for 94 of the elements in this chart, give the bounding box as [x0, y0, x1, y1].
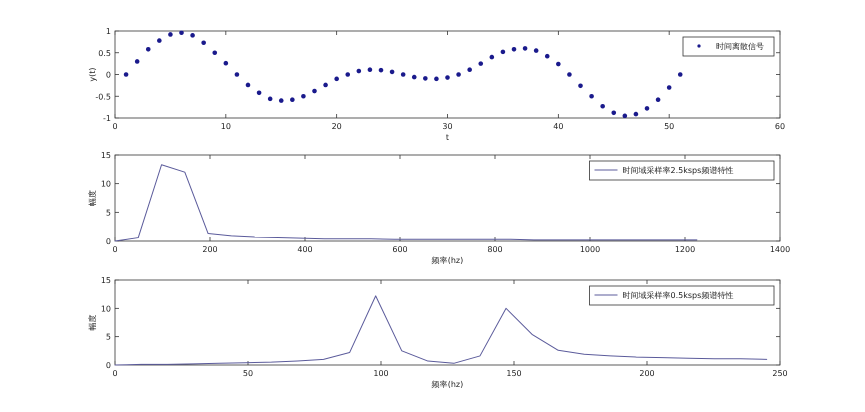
point	[589, 94, 594, 99]
point	[456, 72, 461, 77]
y-tick-label: -1	[103, 114, 111, 123]
point	[345, 72, 350, 77]
point	[534, 48, 538, 53]
x-axis-title: 频率(hz)	[432, 256, 464, 265]
point	[678, 72, 683, 77]
point	[423, 76, 428, 81]
legend-label: 时间域采样率2.5ksps频谱特性	[622, 166, 734, 175]
point	[644, 106, 650, 111]
x-tick-label: 600	[392, 245, 408, 254]
x-tick-label: 800	[487, 245, 503, 254]
x-tick-label: 100	[373, 369, 389, 378]
y-axis-title: 幅度	[88, 314, 97, 330]
point	[622, 114, 628, 118]
point	[368, 67, 372, 72]
point	[256, 90, 262, 96]
point	[600, 104, 605, 109]
point	[390, 70, 394, 74]
x-tick-label: 40	[553, 122, 564, 131]
y-tick-label: 15	[100, 151, 111, 160]
x-tick-label: 0	[112, 122, 118, 131]
point	[467, 67, 472, 72]
y-tick-label: 0	[106, 237, 111, 246]
point	[334, 76, 339, 82]
point	[212, 50, 218, 56]
x-tick-label: 50	[242, 369, 254, 378]
point	[356, 68, 362, 74]
point	[522, 46, 528, 51]
point	[544, 54, 550, 59]
point	[412, 74, 417, 80]
point	[500, 50, 506, 54]
legend-label: 时间域采样率0.5ksps频谱特性	[622, 291, 734, 300]
x-axis-title: 频率(hz)	[432, 380, 464, 389]
point	[512, 46, 516, 52]
point	[246, 82, 250, 88]
point	[611, 110, 616, 116]
x-tick-label: 1000	[580, 245, 600, 254]
point	[312, 88, 317, 94]
y-tick-label: 5	[106, 208, 111, 218]
point	[224, 60, 228, 66]
y-axis-title: 幅度	[88, 190, 97, 206]
point	[190, 33, 195, 38]
point	[146, 46, 151, 52]
point	[378, 68, 384, 72]
x-tick-label: 150	[506, 369, 522, 378]
legend-label: 时间离散信号	[716, 42, 764, 51]
point	[301, 94, 306, 99]
point	[278, 98, 284, 103]
y-tick-label: 10	[100, 180, 111, 189]
point	[134, 59, 140, 64]
x-tick-label: 60	[774, 122, 786, 131]
x-tick-label: 20	[332, 122, 342, 131]
x-tick-label: 250	[772, 369, 788, 378]
point	[445, 75, 450, 80]
y-tick-label: 5	[106, 332, 111, 342]
point	[201, 40, 206, 46]
point	[556, 62, 561, 66]
x-tick-label: 200	[202, 245, 218, 254]
y-tick-label: 10	[100, 304, 111, 314]
point	[490, 54, 494, 60]
point	[168, 32, 173, 37]
point	[478, 61, 484, 66]
y-tick-label: 0	[106, 361, 111, 370]
x-tick-label: 1400	[770, 245, 790, 254]
point	[290, 97, 295, 102]
x-axis-title: t	[446, 133, 450, 142]
point	[567, 72, 572, 77]
point	[323, 82, 328, 88]
y-axis-title: y(t)	[88, 67, 97, 82]
x-tick-label: 50	[664, 122, 674, 131]
point	[124, 72, 128, 77]
y-tick-label: 1	[106, 27, 111, 36]
point	[656, 97, 660, 102]
point	[578, 84, 583, 88]
y-tick-label: 0.5	[98, 48, 111, 58]
point	[666, 85, 672, 90]
point	[179, 30, 184, 36]
point	[634, 112, 638, 116]
x-tick-label: 10	[220, 122, 231, 131]
x-tick-label: 400	[297, 245, 313, 254]
y-tick-label: -0.5	[95, 92, 111, 102]
point	[234, 72, 240, 77]
x-tick-label: 1200	[674, 245, 696, 254]
y-tick-label: 15	[100, 276, 111, 285]
point	[434, 76, 439, 82]
x-tick-label: 0	[112, 369, 118, 378]
point	[157, 38, 162, 43]
x-tick-label: 30	[442, 122, 453, 131]
x-tick-label: 200	[639, 369, 655, 378]
point	[400, 72, 406, 77]
y-tick-label: 0	[106, 70, 111, 80]
x-tick-label: 0	[112, 245, 118, 254]
point	[268, 96, 272, 102]
